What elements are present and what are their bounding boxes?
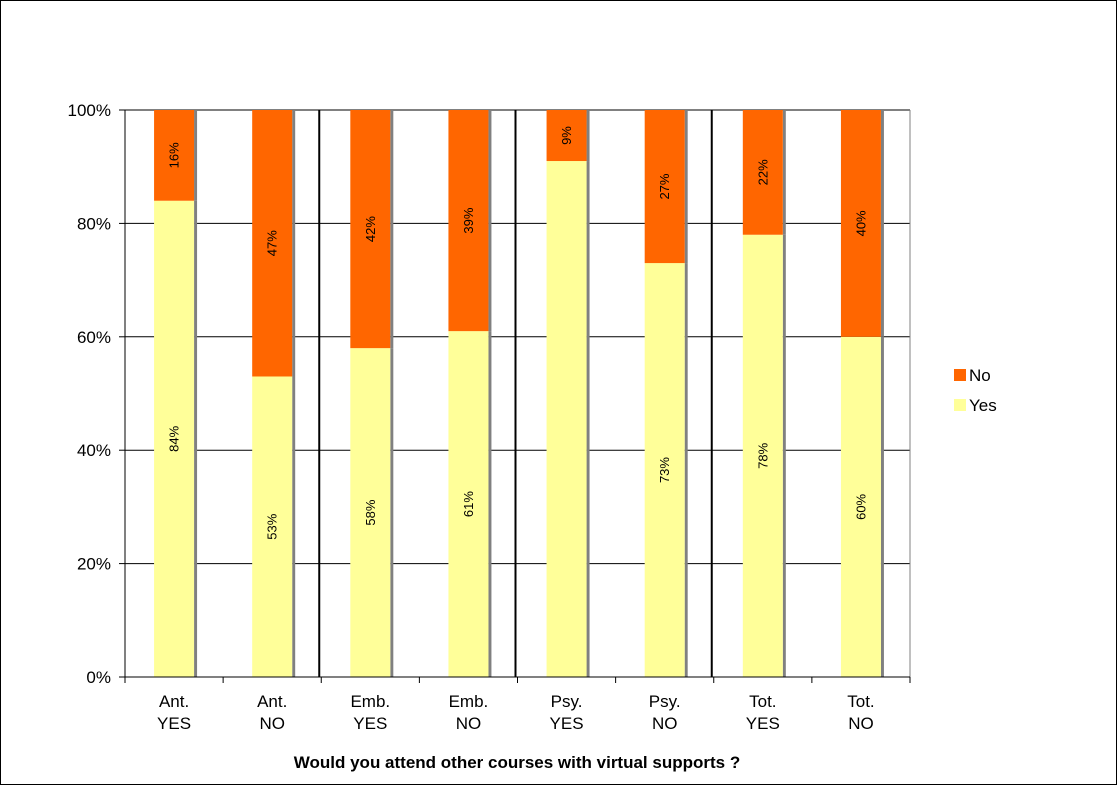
data-label: 27% — [657, 173, 672, 199]
bar-shadow — [782, 234, 786, 678]
bar-no-emb-no[interactable] — [448, 110, 489, 332]
bar-yes-emb-no[interactable] — [448, 331, 489, 677]
y-tick-label: 80% — [77, 214, 111, 233]
bars: 84% 16% 53% 47% 58% 42% 61% 39% 9% 73% 27% 78% 22% 60… — [154, 110, 884, 678]
bar-shadow — [586, 110, 590, 162]
x-tick-label: Psy. — [649, 692, 681, 711]
x-tick-label: Emb. — [350, 692, 390, 711]
bar-yes-tot-no[interactable] — [840, 336, 881, 677]
bar-yes-psy-no[interactable] — [644, 263, 685, 677]
bar-shadow — [880, 110, 884, 337]
bar-shadow — [488, 110, 492, 332]
x-tick-label: Emb. — [449, 692, 489, 711]
legend-label-no: No — [969, 366, 991, 385]
data-label: 9% — [559, 126, 574, 145]
x-tick-label: YES — [157, 714, 191, 733]
legend-swatch-no — [954, 369, 966, 381]
x-tick-label: YES — [746, 714, 780, 733]
x-tick-label: NO — [652, 714, 678, 733]
data-label: 39% — [461, 207, 476, 233]
data-label: 73% — [657, 457, 672, 483]
bar-shadow — [390, 348, 394, 677]
bar-no-tot-yes[interactable] — [742, 110, 783, 235]
data-label: 58% — [363, 499, 378, 525]
x-tick-label: Psy. — [551, 692, 583, 711]
legend: No Yes — [954, 366, 997, 415]
y-tick-label: 40% — [77, 441, 111, 460]
bar-yes-tot-yes[interactable] — [742, 234, 783, 678]
data-label: 61% — [461, 491, 476, 517]
bar-shadow — [292, 110, 296, 377]
bar-no-ant-yes[interactable] — [154, 110, 195, 201]
y-tick-label: 0% — [86, 668, 111, 687]
x-tick-label: Tot. — [847, 692, 874, 711]
bar-shadow — [684, 263, 688, 677]
data-label: 60% — [853, 493, 868, 519]
data-label: 47% — [265, 230, 280, 256]
bar-yes-psy-yes[interactable] — [546, 161, 587, 677]
bar-shadow — [194, 110, 198, 201]
bar-no-ant-no[interactable] — [252, 110, 293, 377]
x-tick-label: NO — [456, 714, 482, 733]
bar-shadow — [586, 161, 590, 677]
bar-no-psy-no[interactable] — [644, 110, 685, 264]
bar-no-psy-yes[interactable] — [546, 110, 587, 162]
bar-shadow — [684, 110, 688, 264]
x-tick-label: Ant. — [257, 692, 287, 711]
x-tick-label: Ant. — [159, 692, 189, 711]
axes — [119, 109, 911, 683]
data-label: 22% — [755, 159, 770, 185]
bar-shadow — [782, 110, 786, 235]
data-label: 84% — [167, 425, 182, 451]
y-tick-label: 60% — [77, 328, 111, 347]
data-label: 16% — [167, 142, 182, 168]
x-tick-label: Tot. — [749, 692, 776, 711]
bar-shadow — [292, 376, 296, 677]
data-label: 53% — [265, 513, 280, 539]
legend-label-yes: Yes — [969, 396, 997, 415]
bar-shadow — [488, 331, 492, 677]
tick-labels: 0% 20% 40% 60% 80% 100% Ant. YES Ant. NO Emb. YES Em… — [68, 101, 875, 733]
data-label: 78% — [755, 442, 770, 468]
data-label: 40% — [853, 210, 868, 236]
x-axis-title: Would you attend other courses with virt… — [294, 753, 740, 772]
x-tick-label: YES — [550, 714, 584, 733]
bar-yes-emb-yes[interactable] — [350, 348, 391, 677]
legend-swatch-yes — [954, 399, 966, 411]
bar-shadow — [390, 110, 394, 349]
x-tick-label: YES — [353, 714, 387, 733]
bar-shadow — [194, 200, 198, 677]
x-tick-label: NO — [259, 714, 285, 733]
bar-no-emb-yes[interactable] — [350, 110, 391, 349]
bar-no-tot-no[interactable] — [840, 110, 881, 337]
bar-shadow — [880, 336, 884, 677]
data-label: 42% — [363, 216, 378, 242]
y-tick-label: 20% — [77, 555, 111, 574]
bar-yes-ant-yes[interactable] — [154, 200, 195, 677]
bar-yes-ant-no[interactable] — [252, 376, 293, 677]
y-tick-label: 100% — [68, 101, 111, 120]
x-tick-label: NO — [848, 714, 874, 733]
